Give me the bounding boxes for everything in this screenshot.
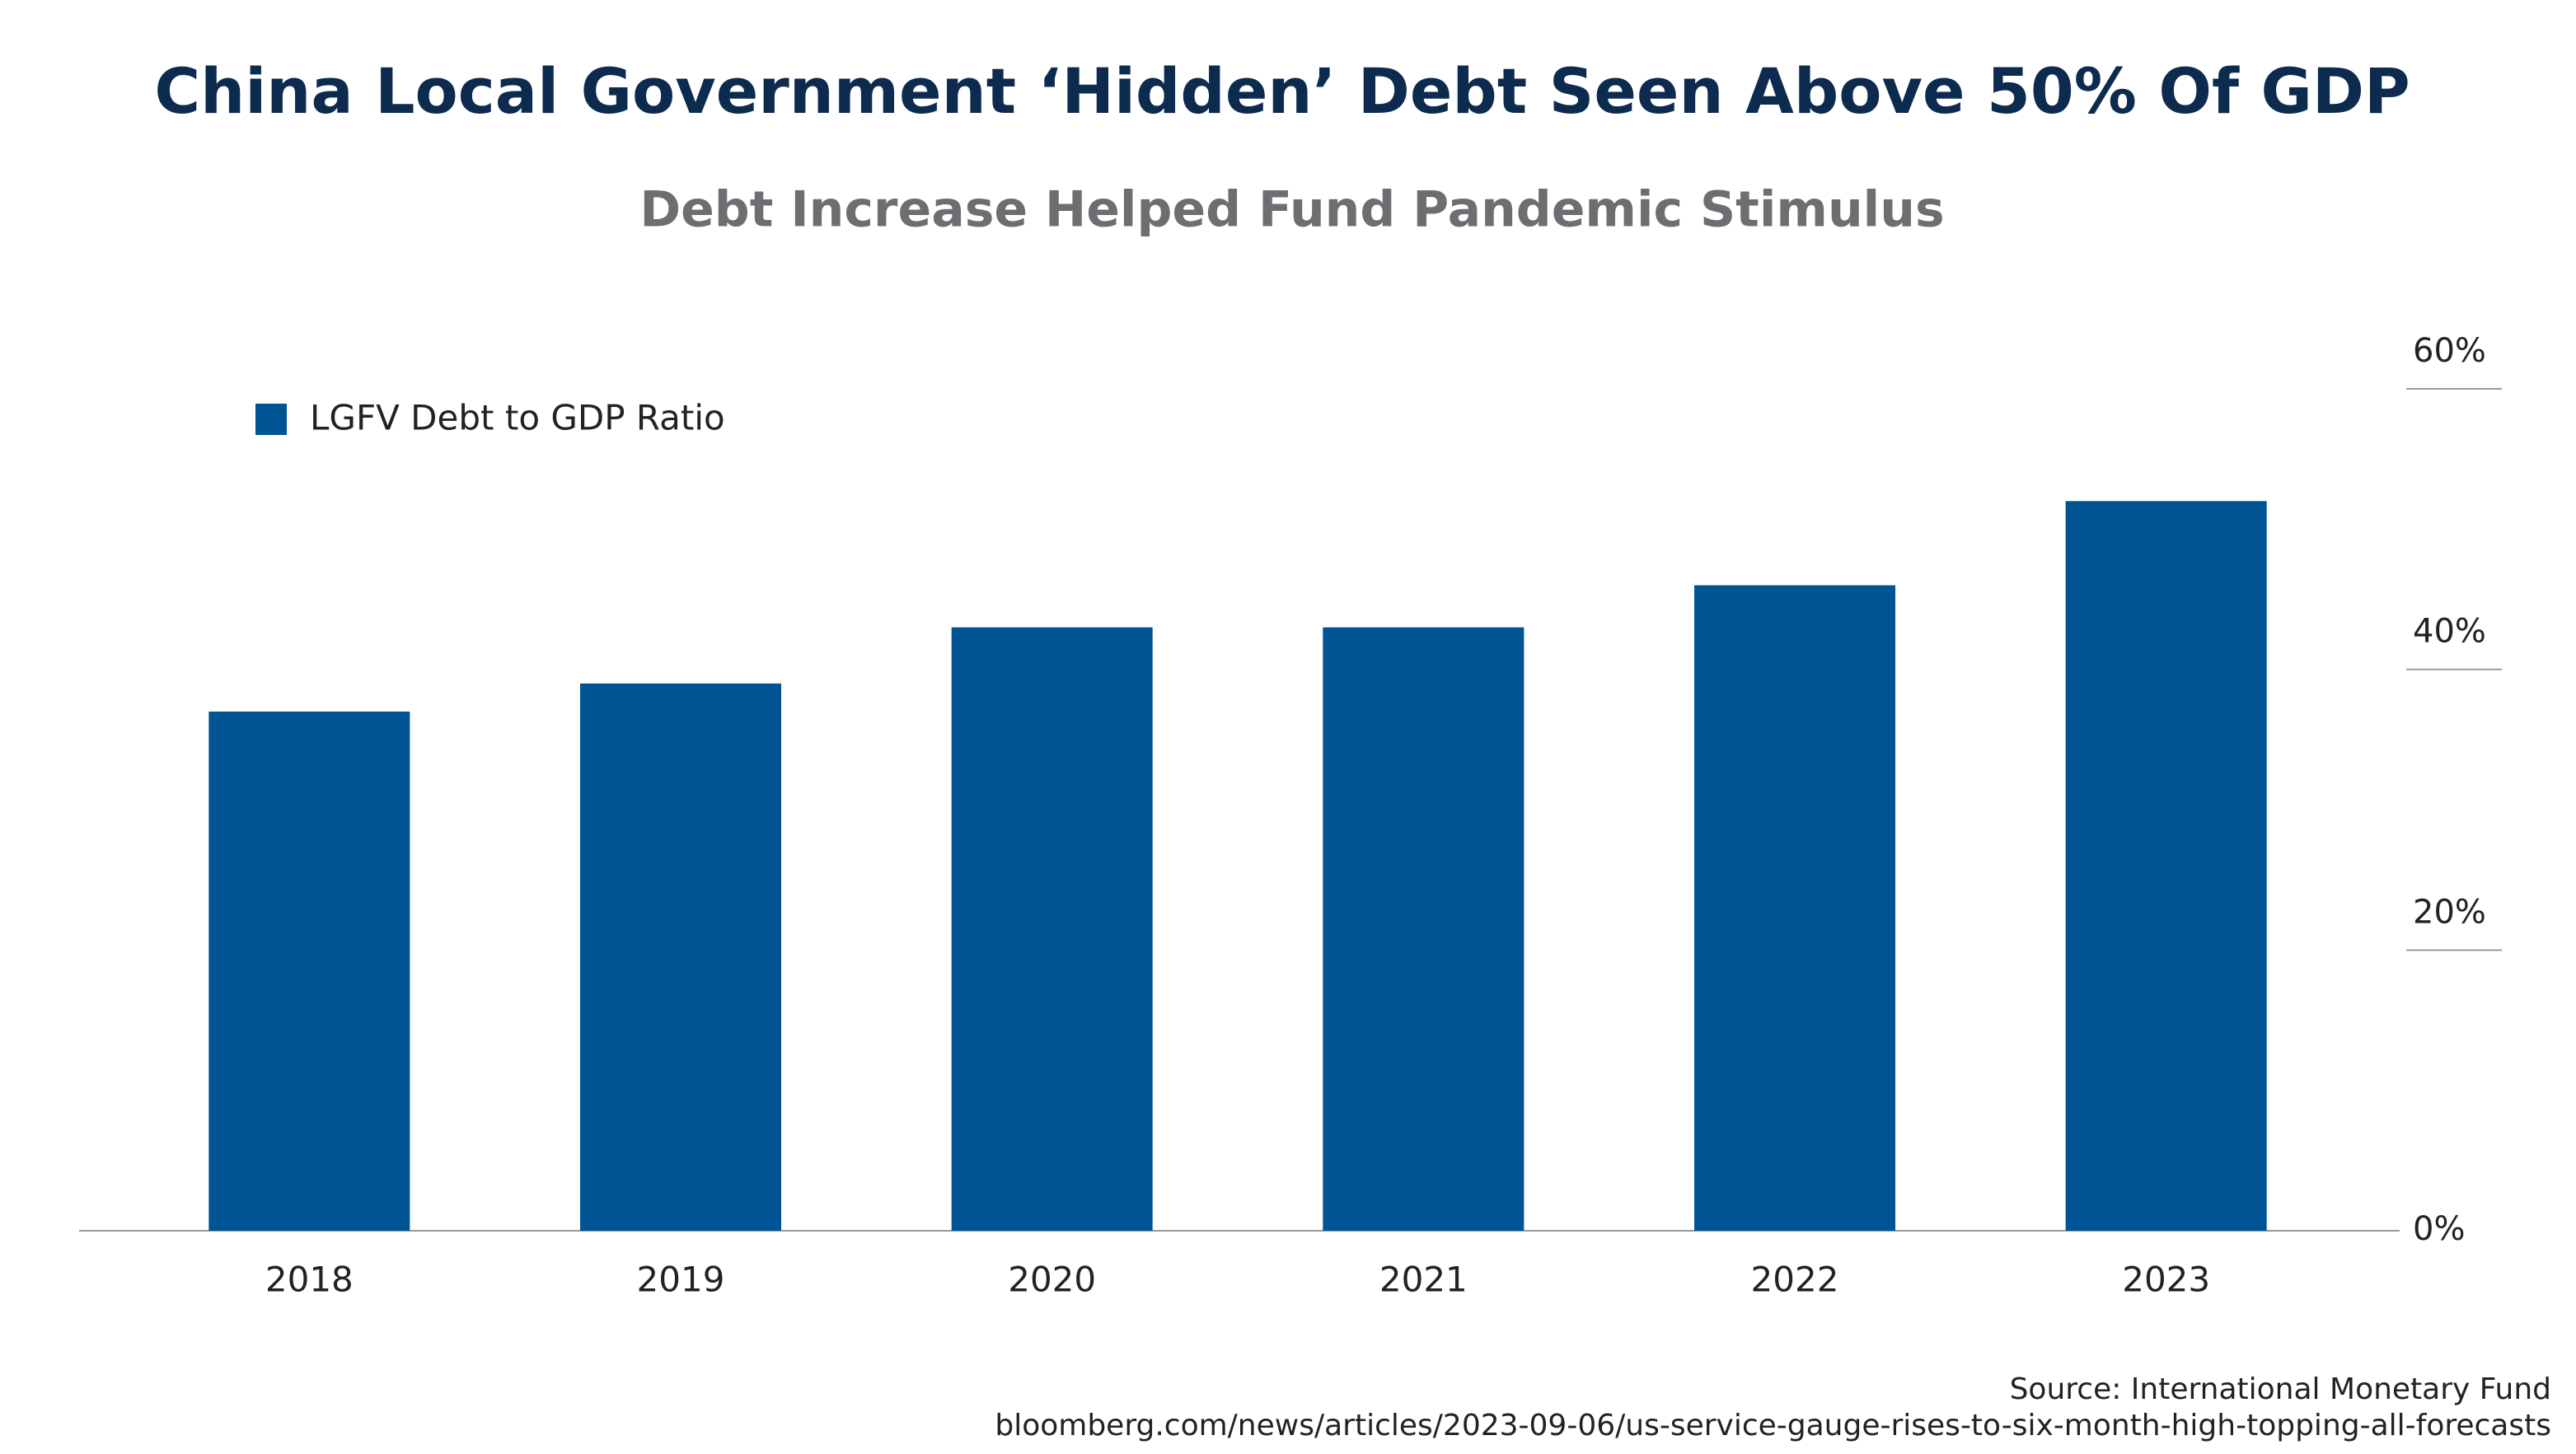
- chart-subtitle: Debt Increase Helped Fund Pandemic Stimu…: [639, 181, 1944, 239]
- y-tick-label: 0%: [2413, 1210, 2465, 1248]
- bar: [1694, 585, 1895, 1231]
- x-tick-label: 2018: [265, 1260, 354, 1300]
- bar: [2065, 501, 2267, 1231]
- bar: [208, 711, 410, 1231]
- x-tick-label: 2021: [1379, 1260, 1468, 1300]
- x-tick-label: 2023: [2122, 1260, 2210, 1300]
- x-tick-label: 2020: [1008, 1260, 1096, 1300]
- source: Source: International Monetary Fund: [2010, 1372, 2551, 1406]
- bar: [951, 627, 1153, 1231]
- y-tick-label: 60%: [2413, 332, 2486, 370]
- url: bloomberg.com/news/articles/2023-09-06/u…: [995, 1409, 2551, 1442]
- bar: [1323, 627, 1525, 1231]
- legend-swatch: [255, 404, 287, 435]
- x-tick-label: 2022: [1751, 1260, 1839, 1300]
- chart-title: China Local Government ‘Hidden’ Debt See…: [154, 54, 2410, 128]
- y-tick-label: 40%: [2413, 613, 2486, 651]
- bar: [580, 683, 781, 1231]
- x-tick-label: 2019: [637, 1260, 725, 1300]
- legend-label: LGFV Debt to GDP Ratio: [310, 398, 725, 438]
- y-tick-label: 20%: [2413, 893, 2486, 931]
